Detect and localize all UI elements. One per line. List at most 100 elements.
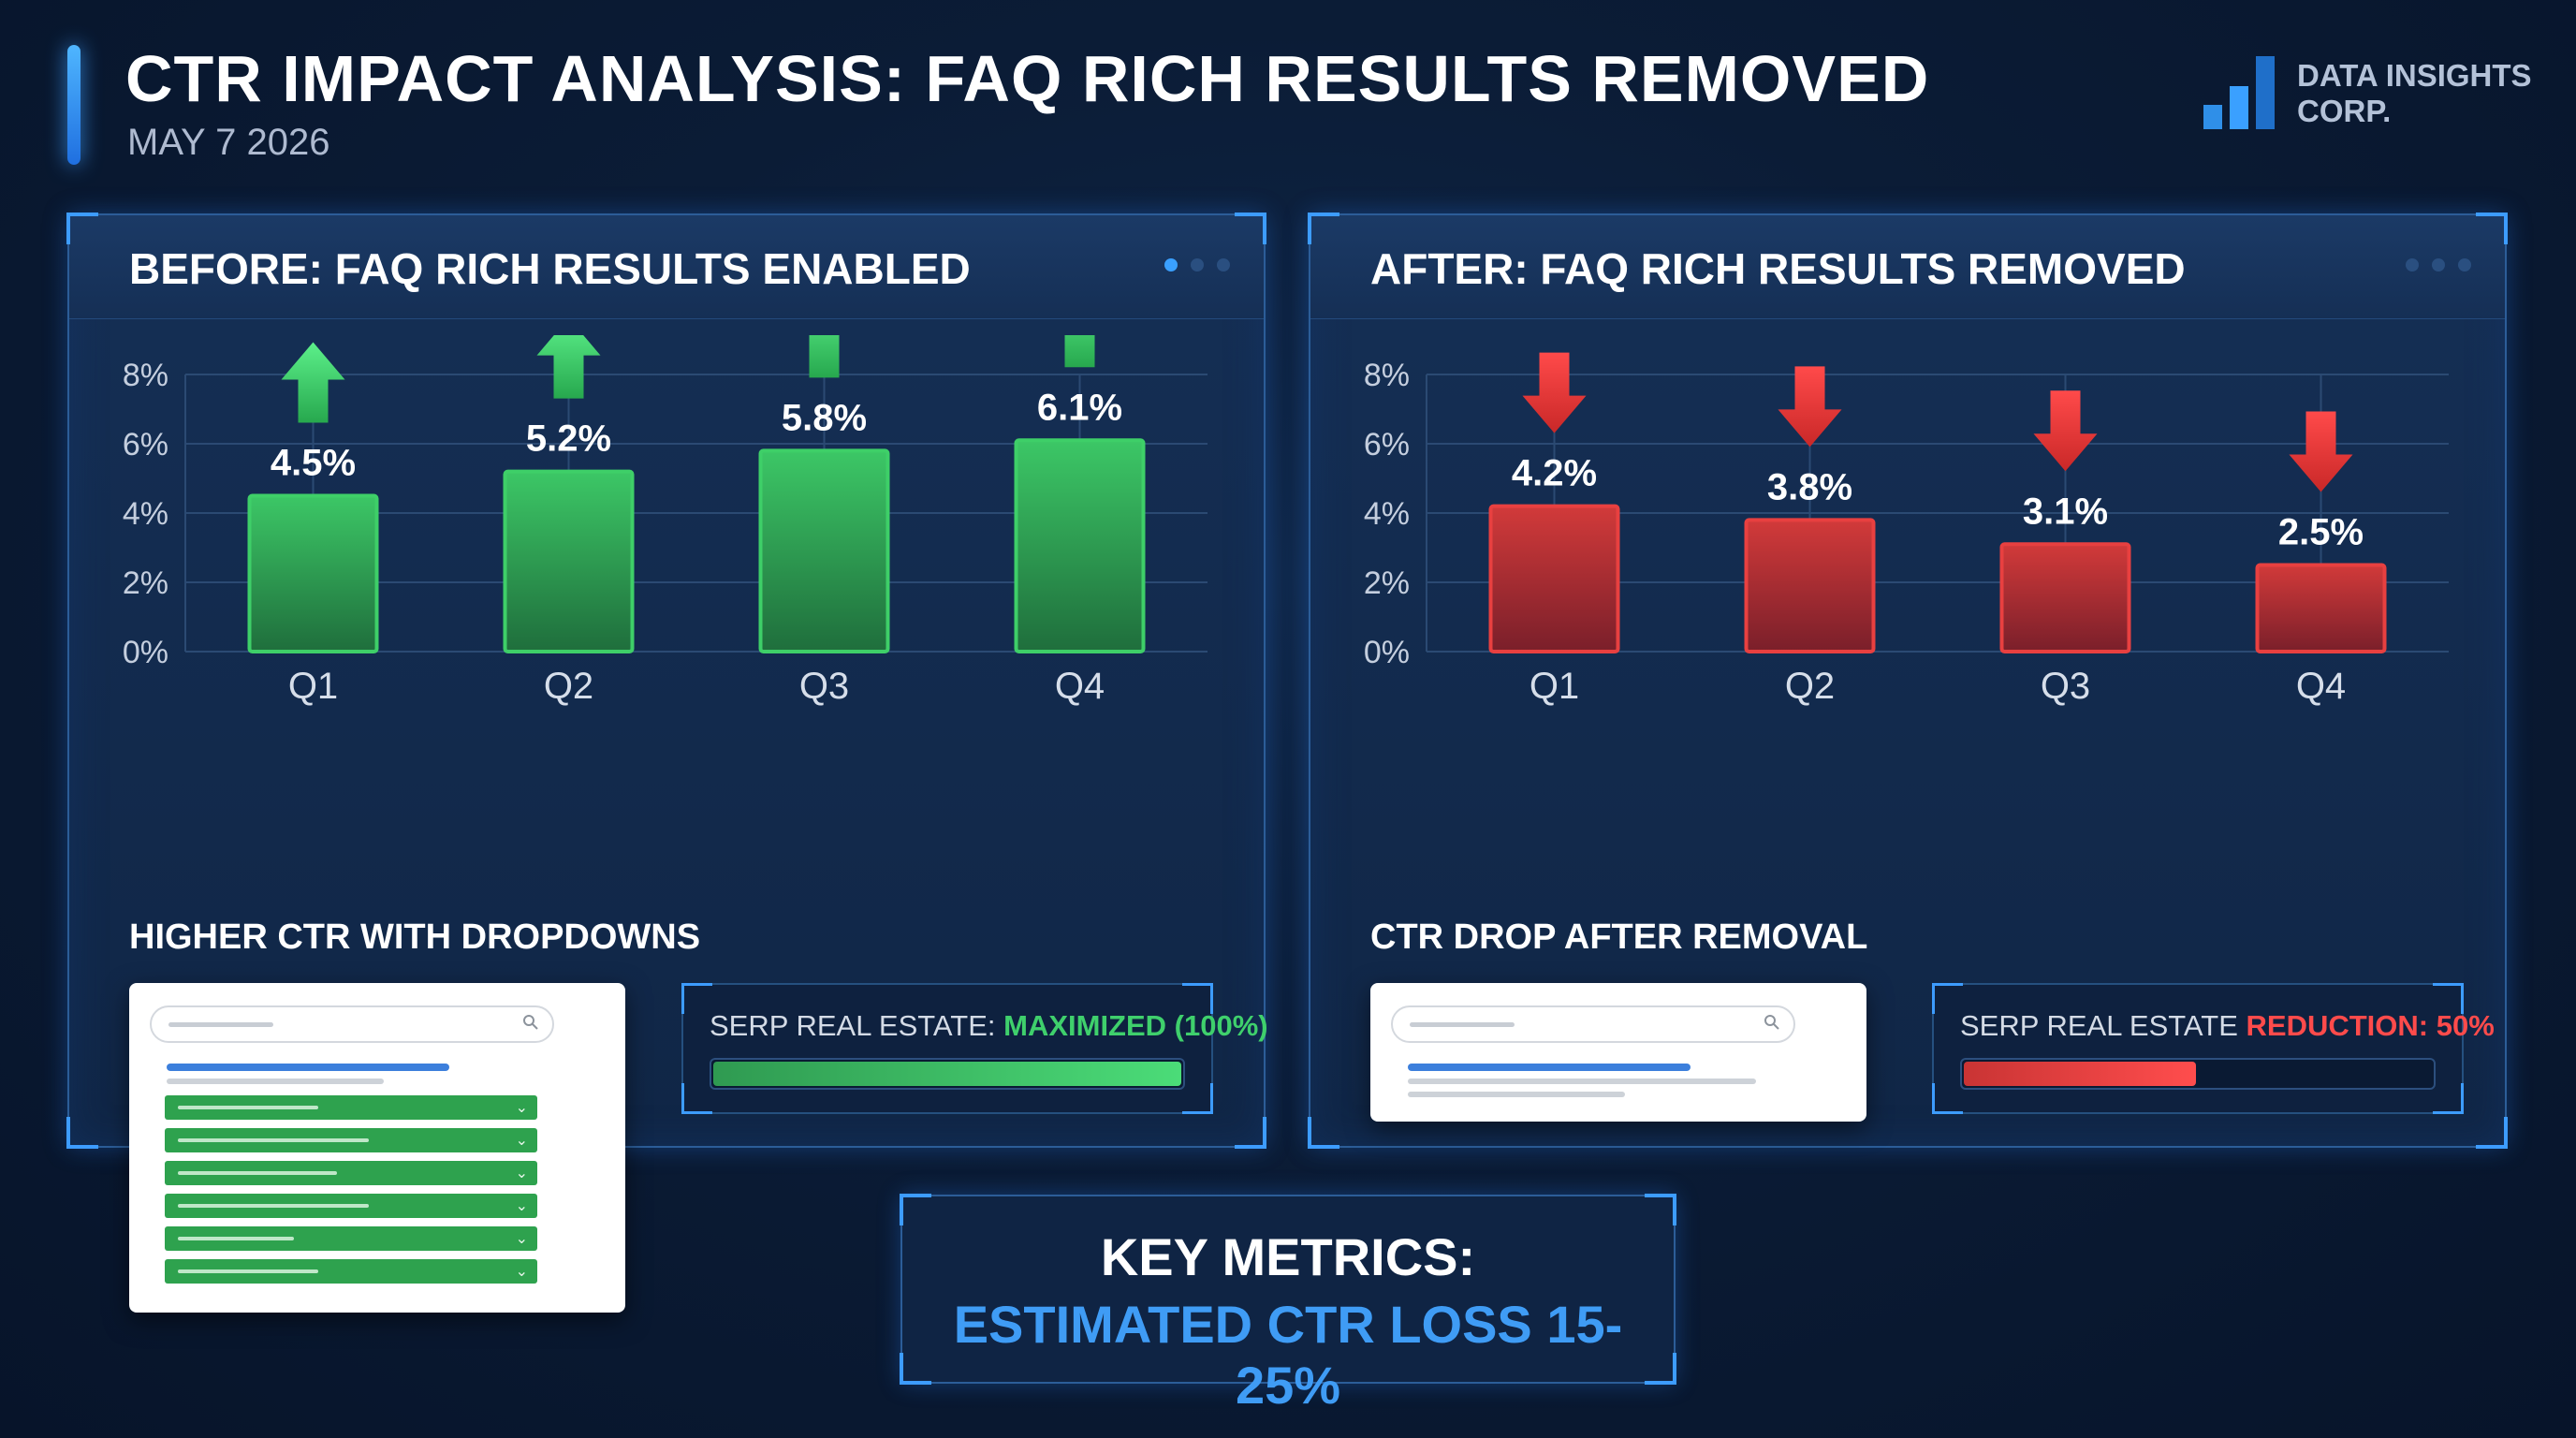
dot-indicator (2432, 258, 2445, 271)
serp-preview-with-faq: ⌄ ⌄ ⌄ ⌄ ⌄ ⌄ (129, 983, 625, 1313)
serp-progress-fill (1964, 1062, 2196, 1086)
y-tick-label: 8% (123, 358, 168, 393)
panel-dots (2393, 258, 2471, 276)
faq-dropdown-row: ⌄ (165, 1095, 537, 1120)
data-label: 3.8% (1767, 466, 1852, 507)
panel-dots (1151, 258, 1230, 276)
page-title: CTR IMPACT ANALYSIS: FAQ RICH RESULTS RE… (125, 42, 1930, 115)
serp-status-value: MAXIMIZED (100%) (1003, 1009, 1268, 1042)
dot-indicator (1191, 258, 1204, 271)
search-icon (1764, 1015, 1779, 1030)
after-bar-chart: 0% 2% 4% 6% 8% Q1 4.2% Q2 3.8% Q3 3.1% Q4 2.5% (1364, 352, 2449, 707)
report-date: MAY 7 2026 (127, 122, 330, 163)
serp-progress-fill (713, 1062, 1181, 1086)
serp-preview-without-faq (1370, 983, 1866, 1122)
key-metrics-value: ESTIMATED CTR LOSS 15-25% (953, 1295, 1623, 1415)
y-tick-label: 2% (1364, 565, 1410, 601)
search-icon (523, 1015, 538, 1030)
company-logo-icon (2203, 54, 2278, 129)
serp-real-estate-label: SERP REAL ESTATE: MAXIMIZED (100%) (710, 1009, 1268, 1042)
y-tick-label: 0% (123, 635, 168, 670)
data-label: 5.2% (526, 418, 611, 460)
y-tick-label: 4% (123, 496, 168, 532)
serp-real-estate-label: SERP REAL ESTATE REDUCTION: 50% (1960, 1009, 2495, 1042)
chevron-down-icon: ⌄ (515, 1131, 528, 1149)
company-name-line2: CORP. (2297, 94, 2392, 128)
y-tick-label: 0% (1364, 635, 1410, 670)
data-label: 5.8% (782, 397, 867, 438)
faq-dropdown-row: ⌄ (165, 1226, 537, 1251)
faq-dropdown-row: ⌄ (165, 1259, 537, 1284)
arrow-down-icon (2289, 411, 2353, 492)
before-panel-header: BEFORE: FAQ RICH RESULTS ENABLED (69, 215, 1264, 319)
x-tick-label: Q1 (1530, 666, 1579, 707)
serp-result-title (1408, 1064, 1690, 1071)
title-accent-bar (67, 45, 80, 165)
serp-result-snippet (1408, 1078, 1756, 1084)
faq-dropdown-row: ⌄ (165, 1194, 537, 1218)
after-sub-label: CTR DROP AFTER REMOVAL (1370, 917, 1868, 957)
after-panel-header: AFTER: FAQ RICH RESULTS REMOVED (1310, 215, 2505, 319)
dot-indicator (2406, 258, 2419, 271)
data-label: 4.2% (1512, 453, 1597, 494)
chevron-down-icon: ⌄ (515, 1098, 528, 1116)
bar-q1 (247, 493, 379, 653)
company-name: DATA INSIGHTS CORP. (2297, 58, 2532, 129)
after-panel: AFTER: FAQ RICH RESULTS REMOVED 0% 2% 4% 6%… (1308, 213, 2508, 1149)
before-sub-label: HIGHER CTR WITH DROPDOWNS (129, 917, 701, 957)
chevron-down-icon: ⌄ (515, 1262, 528, 1280)
x-tick-label: Q1 (288, 666, 338, 707)
key-metrics-title: KEY METRICS: (1100, 1227, 1476, 1286)
serp-result-snippet (167, 1078, 384, 1084)
bar-q4 (2255, 563, 2387, 653)
arrow-up-icon (809, 335, 840, 378)
y-tick-label: 6% (1364, 427, 1410, 462)
arrow-down-icon (1522, 352, 1587, 433)
data-label: 3.1% (2023, 491, 2108, 532)
faq-dropdown-row: ⌄ (165, 1161, 537, 1185)
serp-status-value: REDUCTION: 50% (2246, 1009, 2495, 1042)
x-tick-label: Q3 (799, 666, 849, 707)
x-tick-label: Q2 (544, 666, 593, 707)
y-tick-label: 6% (123, 427, 168, 462)
company-name-line1: DATA INSIGHTS (2297, 58, 2532, 93)
y-tick-label: 8% (1364, 358, 1410, 393)
before-panel: BEFORE: FAQ RICH RESULTS ENABLED 0% 2% 4% 6… (66, 213, 1268, 1313)
data-label: 6.1% (1037, 387, 1122, 428)
arrow-up-icon (536, 335, 601, 399)
y-tick-label: 4% (1364, 496, 1410, 532)
arrow-up-icon (281, 342, 345, 423)
data-label: 4.5% (271, 443, 356, 484)
serp-search-bar (1391, 1005, 1795, 1043)
serp-progress-bar (1960, 1058, 2436, 1090)
dot-indicator (1164, 258, 1178, 271)
chevron-down-icon: ⌄ (515, 1229, 528, 1247)
arrow-down-icon (2033, 390, 2098, 472)
bar-q4 (1014, 438, 1146, 653)
arrow-up-icon (1064, 335, 1095, 368)
serp-search-bar (150, 1005, 554, 1043)
bar-q1 (1488, 504, 1620, 653)
bar-q2 (503, 469, 635, 653)
faq-dropdown-row: ⌄ (165, 1128, 537, 1152)
x-tick-label: Q2 (1785, 666, 1835, 707)
after-panel-title: AFTER: FAQ RICH RESULTS REMOVED (1370, 244, 2186, 293)
serp-progress-bar (710, 1058, 1185, 1090)
chevron-down-icon: ⌄ (515, 1196, 528, 1214)
bar-q2 (1744, 518, 1876, 653)
arrow-down-icon (1778, 366, 1842, 448)
serp-result-title (167, 1064, 449, 1071)
before-bar-chart: 0% 2% 4% 6% 8% Q1 4.5% Q2 5.2% Q3 5.8% Q4 6.1% (123, 335, 1208, 707)
x-tick-label: Q3 (2041, 666, 2090, 707)
chevron-down-icon: ⌄ (515, 1164, 528, 1181)
serp-result-snippet (1408, 1092, 1625, 1097)
data-label: 2.5% (2278, 512, 2364, 553)
x-tick-label: Q4 (2296, 666, 2346, 707)
serp-real-estate-box: SERP REAL ESTATE: MAXIMIZED (100%) (681, 983, 1268, 1114)
bar-q3 (758, 448, 890, 654)
before-panel-title: BEFORE: FAQ RICH RESULTS ENABLED (129, 244, 971, 293)
bar-q3 (1999, 542, 2131, 653)
dot-indicator (1217, 258, 1230, 271)
serp-real-estate-box: SERP REAL ESTATE REDUCTION: 50% (1932, 983, 2495, 1114)
x-tick-label: Q4 (1055, 666, 1105, 707)
